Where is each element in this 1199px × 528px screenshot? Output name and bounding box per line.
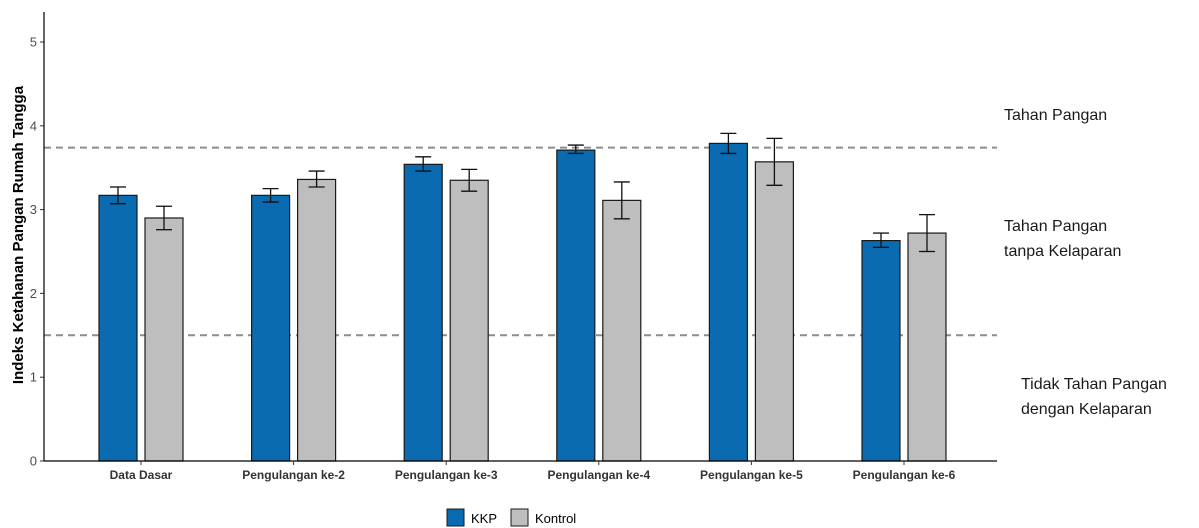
x-tick-label: Pengulangan ke-4 <box>547 468 650 482</box>
bar-kontrol <box>907 232 947 462</box>
x-tick-label: Pengulangan ke-6 <box>853 468 956 482</box>
zone-label: Tahan Pangan tanpa Kelaparan <box>1004 218 1121 260</box>
bar-kontrol <box>754 161 795 462</box>
y-tick-label: 0 <box>30 454 37 469</box>
bar-kontrol <box>602 199 642 462</box>
y-tick-label: 3 <box>30 202 37 217</box>
x-tick-label: Pengulangan ke-5 <box>700 468 803 482</box>
y-tick-label: 1 <box>30 370 37 385</box>
error-bar <box>873 232 889 248</box>
x-tick-label: Pengulangan ke-3 <box>395 468 498 482</box>
legend: KKP Kontrol <box>446 508 576 527</box>
zone-label: Tidak Tahan Pangan dengan Kelaparan <box>1021 376 1167 418</box>
error-bar <box>308 170 325 188</box>
y-axis-label: Indeks Ketahanan Pangan Rumah Tangga <box>10 85 27 384</box>
axes <box>43 12 997 462</box>
y-tick-label: 4 <box>30 118 37 133</box>
error-bar <box>110 186 126 205</box>
bar-kontrol <box>449 179 489 462</box>
x-tick-label: Data Dasar <box>110 468 173 482</box>
error-bar <box>720 132 737 155</box>
bar-kontrol <box>144 217 184 462</box>
error-bar <box>766 137 783 186</box>
bar-kkp <box>98 194 138 462</box>
legend-key-kkp <box>446 508 465 527</box>
error-bars <box>110 132 935 253</box>
y-tick-label: 2 <box>30 286 37 301</box>
error-bar <box>567 144 584 155</box>
bar-kkp <box>861 240 901 462</box>
bar-kkp <box>403 163 443 462</box>
error-bar <box>156 205 172 231</box>
error-bar <box>262 187 279 203</box>
zone-label: Tahan Pangan <box>1004 107 1107 124</box>
zone-label-line: Tahan Pangan <box>1004 107 1107 124</box>
bar-kontrol <box>297 178 337 462</box>
error-bar <box>415 156 432 172</box>
zone-label-line: tanpa Kelaparan <box>1004 243 1121 260</box>
y-axis-ticks: 0 1 2 3 4 5 <box>30 35 44 469</box>
legend-key-kontrol <box>510 508 529 527</box>
y-tick-label: 5 <box>30 35 37 50</box>
zone-label-line: Tidak Tahan Pangan <box>1021 376 1167 393</box>
error-bar <box>919 213 935 253</box>
legend-label-kkp: KKP <box>471 511 497 526</box>
zone-label-line: Tahan Pangan <box>1004 218 1107 235</box>
error-bar <box>613 181 630 220</box>
x-axis-ticks: Data Dasar Pengulangan ke-2 Pengulangan ke… <box>110 461 956 482</box>
bar-kkp <box>251 194 291 462</box>
error-bar <box>461 168 478 192</box>
reference-lines <box>44 146 997 337</box>
bars <box>98 142 947 462</box>
bar-kkp <box>708 142 749 462</box>
x-tick-label: Pengulangan ke-2 <box>242 468 345 482</box>
bar-kkp <box>556 149 596 462</box>
zone-label-line: dengan Kelaparan <box>1021 401 1152 418</box>
legend-label-kontrol: Kontrol <box>535 511 576 526</box>
